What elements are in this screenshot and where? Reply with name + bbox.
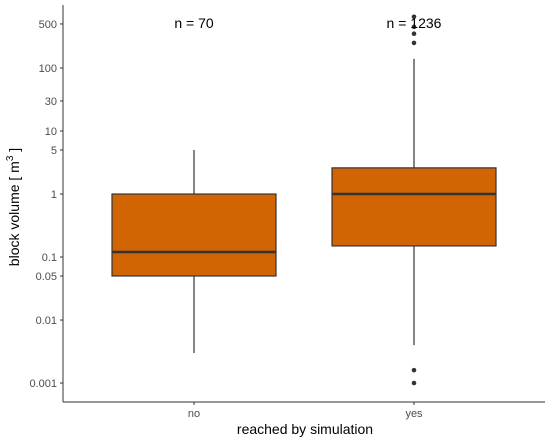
- iqr-box: [111, 193, 277, 277]
- y-tick-label: 500: [39, 19, 57, 31]
- y-tick-label: 0.05: [36, 271, 57, 283]
- box-yes: n = 1236: [331, 14, 497, 386]
- y-tick-label: 0.01: [36, 315, 57, 327]
- y-axis-title-close: ]: [6, 148, 22, 156]
- outlier-point: [411, 40, 417, 46]
- y-tick-label: 5: [51, 145, 57, 157]
- outlier-point: [411, 380, 417, 386]
- y-tick-label: 10: [45, 126, 57, 138]
- x-axis-title: reached by simulation: [237, 421, 373, 437]
- y-tick-label: 100: [39, 63, 57, 75]
- y-tick-label: 1: [51, 189, 57, 201]
- outlier-point: [411, 14, 417, 20]
- y-tick-label: 0.1: [42, 252, 57, 264]
- boxes: n = 70 n = 1236: [111, 14, 497, 386]
- outlier-point: [411, 31, 417, 37]
- y-tick-label: 0.001: [29, 378, 57, 390]
- y-axis: 0.001 0.01 0.05 0.1 1 5 10 30 100 500: [29, 5, 64, 402]
- outlier-point: [411, 367, 417, 373]
- x-tick-label-no: no: [188, 408, 200, 420]
- x-axis: no yes: [63, 401, 545, 420]
- y-axis-title-superscript: 3: [5, 155, 16, 161]
- y-axis-title: block volume [ m3 ]: [5, 148, 22, 266]
- iqr-box: [331, 167, 497, 247]
- y-axis-title-main: block volume [ m: [6, 161, 22, 266]
- box-no: n = 70: [111, 15, 277, 353]
- sample-size-label: n = 70: [174, 15, 214, 31]
- sample-size-label: n = 1236: [387, 15, 442, 31]
- x-tick-label-yes: yes: [405, 408, 423, 420]
- outlier-point: [411, 24, 417, 30]
- y-tick-label: 30: [45, 96, 57, 108]
